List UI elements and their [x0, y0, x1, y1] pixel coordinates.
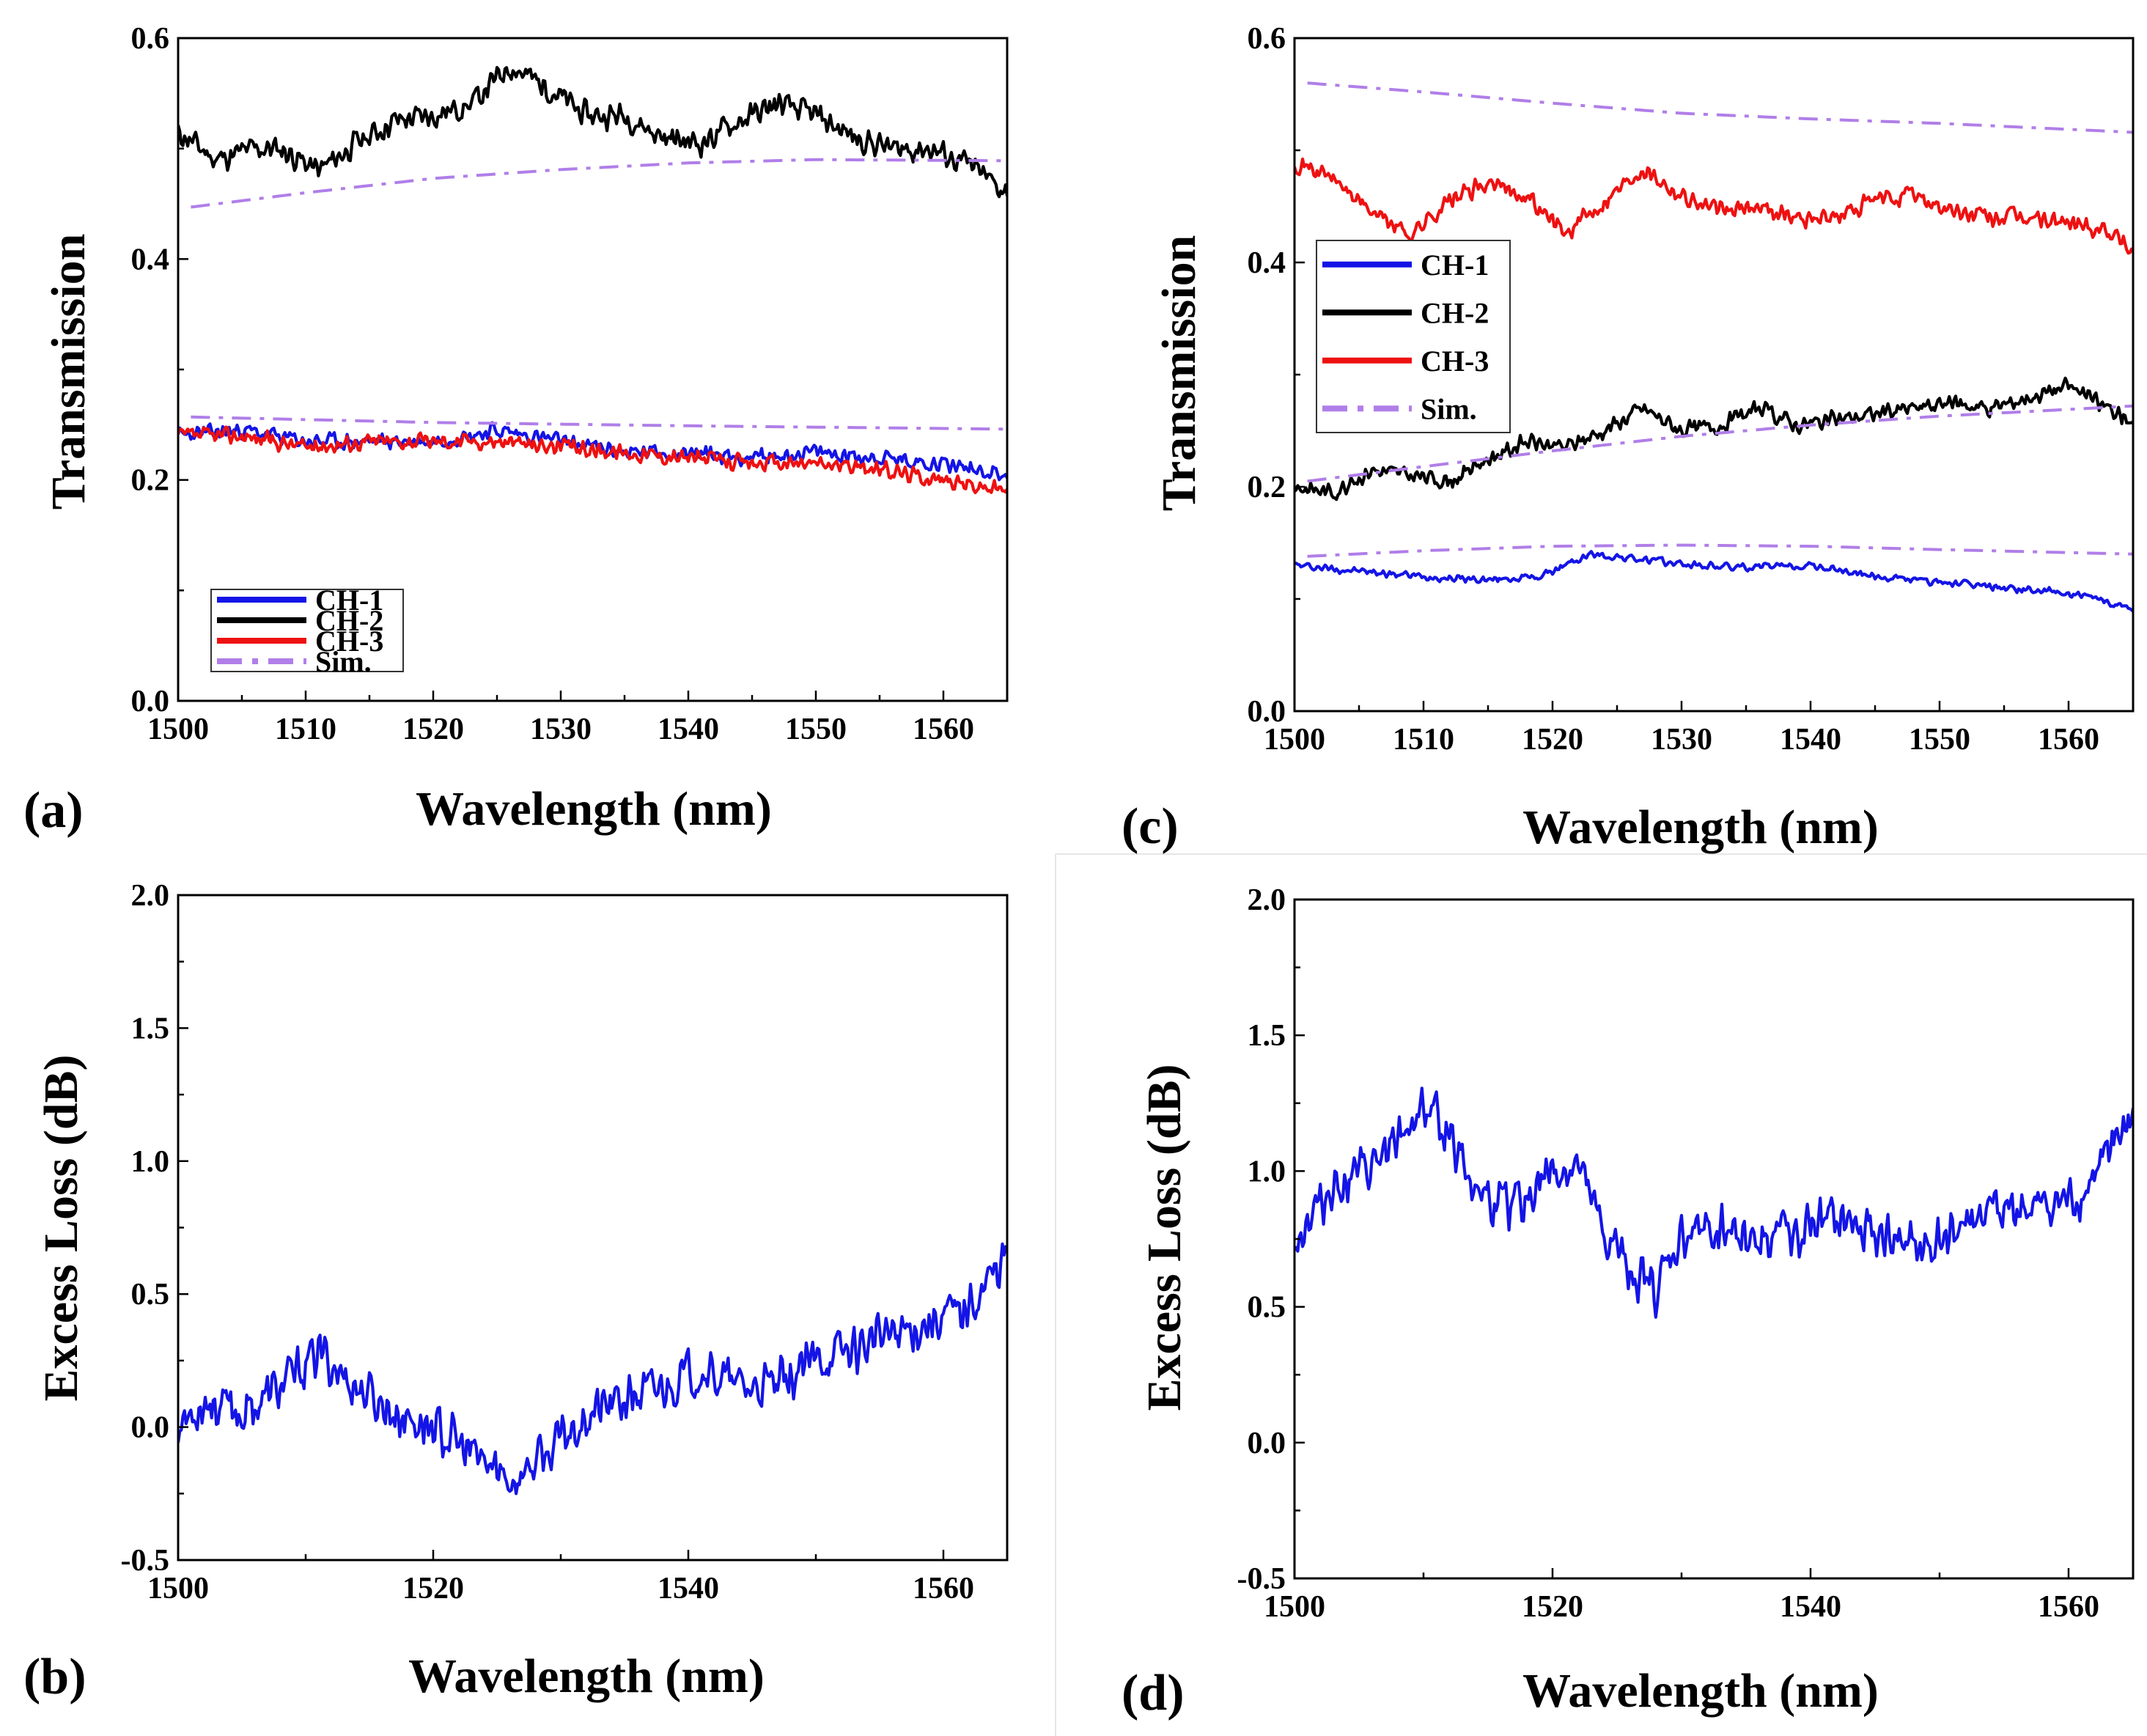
y-tick-label: 1.5 [131, 1012, 170, 1045]
y-tick-label: 1.0 [1248, 1155, 1286, 1188]
plot-frame [177, 894, 1009, 1562]
panel-b-ylabel: Excess Loss (dB) [34, 1054, 88, 1401]
panel-d-ylabel: Excess Loss (dB) [1138, 1064, 1191, 1410]
panel-d: Excess Loss (dB) Wavelength (nm) (d) 150… [1122, 883, 2135, 1721]
series-group [1295, 1086, 2133, 1319]
x-tick-label: 1540 [1780, 1590, 1841, 1624]
y-tick-label: 0.4 [1248, 246, 1286, 280]
panel-b-label: (b) [23, 1649, 86, 1705]
x-tick-label: 1520 [1522, 723, 1583, 757]
y-tick-label: 0.0 [1248, 1427, 1286, 1460]
x-tick-label: 1560 [2038, 1590, 2099, 1624]
y-tick-label: -0.5 [1237, 1562, 1286, 1596]
series-line-sim-ch-1 [1307, 543, 2133, 558]
x-tick-label: 1500 [1264, 723, 1325, 757]
panel-d-xlabel: Wavelength (nm) [1522, 1664, 1879, 1718]
y-tick-label: 1.5 [1248, 1019, 1286, 1053]
panel-a-xlabel: Wavelength (nm) [416, 782, 772, 836]
series-line-ch-2 [1295, 376, 2133, 501]
y-tick-label: 0.2 [131, 464, 170, 498]
y-tick-label: 0.0 [131, 685, 170, 718]
y-tick-label: 0.5 [131, 1278, 170, 1312]
x-tick-label: 1540 [658, 1572, 719, 1606]
legend-label: Sim. [1421, 392, 1477, 425]
panel-a: Transmission Wavelength (nm) (a) 1500 151… [23, 22, 1009, 839]
x-tick-label: 1500 [1264, 1590, 1325, 1624]
legend-label: CH-1 [315, 584, 383, 617]
x-tick-label: 1560 [913, 1572, 974, 1606]
legend-label: CH-3 [315, 625, 383, 658]
panel-a-ylabel: Transmission [42, 234, 95, 510]
x-tick-label: 1540 [658, 713, 719, 746]
y-tick-label: 2.0 [131, 879, 170, 913]
x-tick-label: 1560 [2038, 723, 2099, 757]
y-tick-label: 0.6 [1248, 22, 1286, 56]
y-tick-label: 0.0 [131, 1411, 170, 1445]
panel-b: Excess Loss (dB) Wavelength (nm) (b) 150… [23, 879, 1009, 1705]
y-tick-label: 1.0 [131, 1145, 170, 1179]
series-line-ch-3 [178, 425, 1007, 495]
y-tick-label: 0.4 [131, 243, 170, 276]
x-tick-label: 1520 [402, 713, 464, 746]
x-tick-label: 1500 [147, 1572, 209, 1606]
panel-a-label: (a) [23, 782, 84, 839]
y-tick-label: 0.5 [1248, 1291, 1286, 1325]
legend: CH-1 CH-2 CH-3 Sim. [1316, 240, 1511, 433]
series-line-ch-1 [1295, 550, 2133, 613]
y-tick-label: 0.0 [1248, 695, 1286, 729]
x-tick-label: 1530 [1651, 723, 1712, 757]
series-line-ch-2 [178, 66, 1007, 199]
y-tick-label: 0.2 [1248, 471, 1286, 504]
series-group [178, 66, 1007, 495]
x-tick-label: 1520 [1522, 1590, 1583, 1624]
series-line-sim-ch-2 [191, 158, 1007, 209]
series-line-sim-ch-1-ch-3 [191, 415, 1007, 431]
x-tick-label: 1560 [913, 713, 974, 746]
series-line-sim-ch-3 [1307, 81, 2133, 134]
legend-box [210, 589, 404, 672]
x-tick-label: 1550 [785, 713, 847, 746]
series-group [1295, 81, 2133, 613]
legend-label: CH-2 [1421, 296, 1489, 329]
legend-label: CH-3 [1421, 345, 1489, 378]
y-tick-label: 0.6 [131, 22, 170, 56]
panel-c-ylabel: Transmission [1152, 235, 1206, 512]
panel-c-label: (c) [1122, 798, 1179, 855]
series-line-sim-ch-2 [1307, 404, 2133, 483]
series-line-excess-loss [178, 1242, 1007, 1496]
series-group [178, 1242, 1007, 1496]
legend-label: Sim. [315, 645, 372, 678]
panel-c: Transmission Wavelength (nm) (c) 1500 151… [1122, 22, 2135, 855]
series-line-ch-3 [1295, 157, 2133, 255]
legend-box [1316, 240, 1511, 433]
legend-label: CH-2 [315, 604, 383, 637]
x-tick-label: 1500 [147, 713, 209, 746]
panel-b-xlabel: Wavelength (nm) [408, 1649, 765, 1703]
series-line-excess-loss [1295, 1086, 2133, 1319]
y-tick-label: -0.5 [121, 1544, 170, 1578]
panel-d-label: (d) [1122, 1665, 1185, 1721]
x-tick-label: 1530 [530, 713, 592, 746]
y-tick-label: 2.0 [1248, 883, 1286, 917]
x-tick-label: 1510 [1393, 723, 1454, 757]
panel-c-xlabel: Wavelength (nm) [1522, 801, 1879, 854]
x-tick-label: 1550 [1909, 723, 1970, 757]
x-tick-label: 1540 [1780, 723, 1841, 757]
x-tick-label: 1510 [275, 713, 336, 746]
x-tick-label: 1520 [402, 1572, 464, 1606]
legend-label: CH-1 [1421, 249, 1489, 282]
